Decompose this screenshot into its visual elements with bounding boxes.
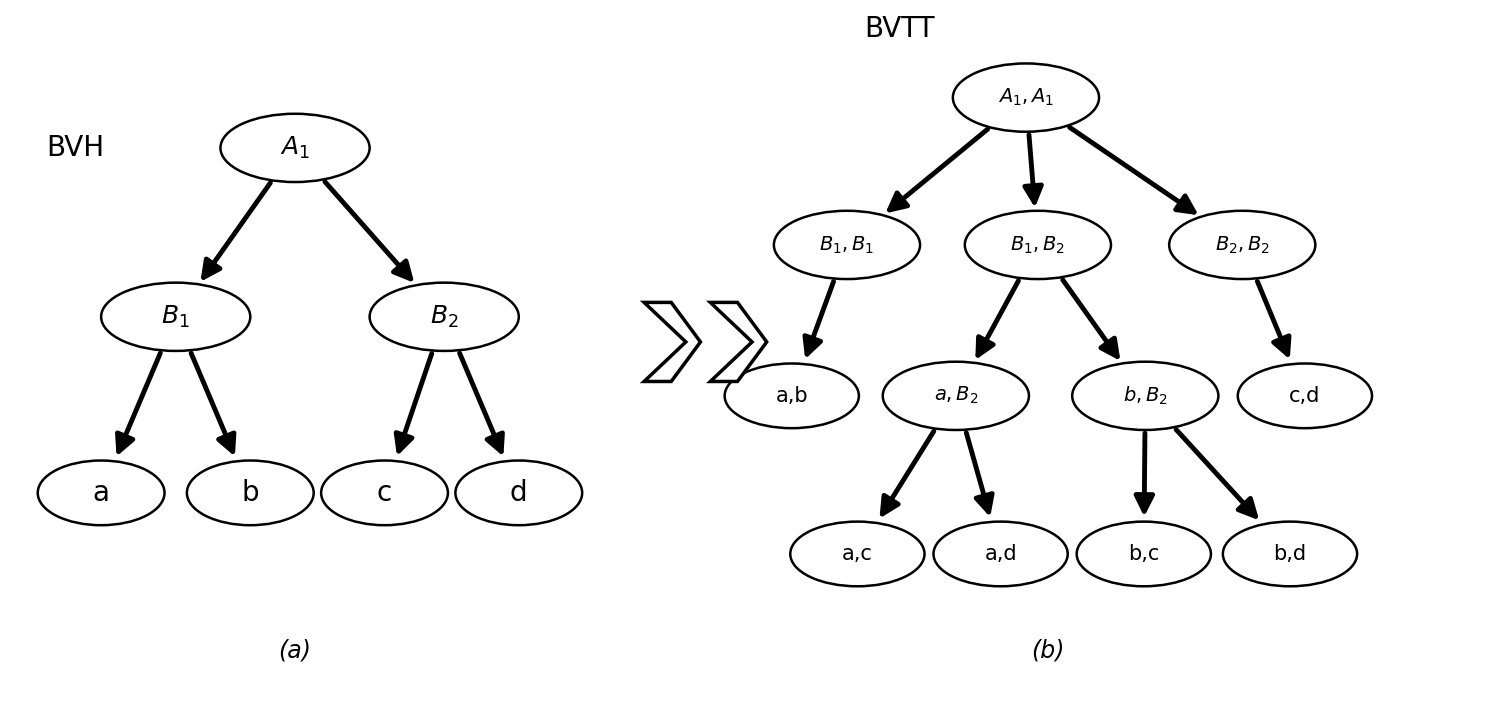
Ellipse shape: [1168, 211, 1316, 279]
Text: $B_1,B_2$: $B_1,B_2$: [1011, 234, 1065, 256]
Text: $A_1,A_1$: $A_1,A_1$: [998, 87, 1054, 108]
Ellipse shape: [188, 460, 314, 525]
Ellipse shape: [774, 211, 920, 279]
Text: BVH: BVH: [46, 134, 104, 162]
Polygon shape: [711, 302, 766, 382]
Ellipse shape: [1077, 521, 1210, 586]
Text: c: c: [376, 479, 392, 507]
Text: BVTT: BVTT: [864, 15, 934, 44]
Text: a,d: a,d: [984, 544, 1017, 564]
Ellipse shape: [884, 362, 1029, 430]
Ellipse shape: [220, 113, 369, 182]
Ellipse shape: [100, 283, 250, 351]
Text: c,d: c,d: [1288, 386, 1320, 406]
Ellipse shape: [1072, 362, 1218, 430]
Ellipse shape: [933, 521, 1068, 586]
Ellipse shape: [38, 460, 165, 525]
Text: b,d: b,d: [1274, 544, 1306, 564]
Ellipse shape: [790, 521, 924, 586]
Ellipse shape: [1238, 364, 1372, 428]
Ellipse shape: [964, 211, 1112, 279]
Text: $b,B_2$: $b,B_2$: [1124, 385, 1168, 407]
Text: d: d: [510, 479, 528, 507]
Ellipse shape: [369, 283, 519, 351]
Text: $B_1$: $B_1$: [162, 304, 190, 330]
Text: (b): (b): [1032, 639, 1065, 663]
Text: $A_1$: $A_1$: [280, 134, 310, 161]
Text: $B_1,B_1$: $B_1,B_1$: [819, 234, 874, 256]
Polygon shape: [644, 302, 700, 382]
Ellipse shape: [1222, 521, 1358, 586]
Text: a,b: a,b: [776, 386, 808, 406]
Ellipse shape: [952, 63, 1100, 132]
Text: $a,B_2$: $a,B_2$: [933, 385, 978, 406]
Text: b,c: b,c: [1128, 544, 1160, 564]
Text: b: b: [242, 479, 260, 507]
Text: $B_2,B_2$: $B_2,B_2$: [1215, 234, 1270, 256]
Text: a: a: [93, 479, 110, 507]
Text: (a): (a): [279, 639, 312, 663]
Text: a,c: a,c: [842, 544, 873, 564]
Ellipse shape: [321, 460, 448, 525]
Ellipse shape: [456, 460, 582, 525]
Text: $B_2$: $B_2$: [430, 304, 459, 330]
Ellipse shape: [724, 364, 860, 428]
